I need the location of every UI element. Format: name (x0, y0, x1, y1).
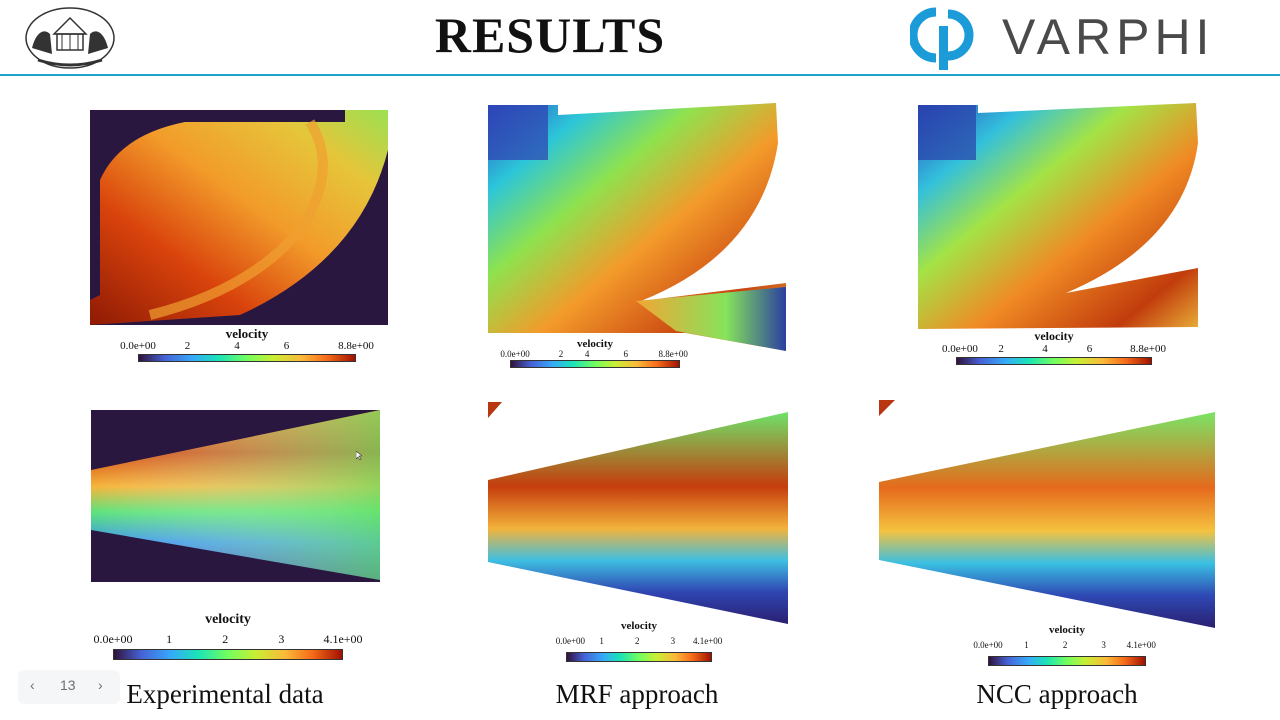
tick-label: 2 (998, 343, 1004, 355)
colorbar-label: velocity (225, 326, 269, 341)
tick-label: 8.8e+00 (1130, 343, 1166, 355)
caption-mrf: MRF approach (555, 679, 719, 709)
tick-label: 2 (634, 636, 640, 646)
next-slide-icon[interactable]: › (98, 677, 103, 693)
tick-label: 1 (599, 636, 604, 646)
header-divider (0, 74, 1280, 76)
ncc-elbow-velocity-plot (918, 103, 1198, 329)
tick-label: 3 (1101, 640, 1106, 650)
tick-label: 0.0e+00 (973, 640, 1003, 650)
colorbar-label: velocity (1048, 624, 1086, 636)
tick-label: 4 (1042, 343, 1048, 355)
colorbar-bottom-mrf: velocity 0.0e+00 1 2 3 4.1e+00 (556, 620, 722, 664)
tick-label: 2 (222, 632, 229, 646)
tick-label: 4.1e+00 (323, 632, 363, 646)
mouse-cursor-icon (356, 451, 362, 460)
tick-label: 2 (184, 340, 191, 352)
ncc-diffuser-velocity-plot (879, 400, 1215, 628)
tick-label: 2 (1062, 640, 1068, 650)
tick-label: 0.0e+00 (555, 636, 586, 646)
brand-logo: VARPHI (910, 4, 1270, 72)
tick-label: 2 (558, 349, 564, 359)
prev-slide-icon[interactable]: ‹ (30, 677, 35, 693)
colorbar-bottom-experimental: velocity 0.0e+00 1 2 3 4.1e+00 (93, 612, 363, 662)
experimental-elbow-velocity-plot (90, 110, 388, 325)
experimental-diffuser-velocity-plot (91, 410, 380, 582)
colorbar-gradient (988, 656, 1146, 666)
tick-label: 0.0e+00 (941, 343, 978, 355)
colorbar-gradient (113, 649, 343, 660)
university-emblem-icon (25, 7, 115, 69)
tick-label: 1 (166, 632, 173, 646)
tick-label: 1 (1024, 640, 1029, 650)
colorbar-label: velocity (576, 338, 614, 350)
colorbar-label: velocity (205, 612, 251, 627)
colorbar-top-ncc: velocity 0.0e+00 2 4 6 8.8e+00 (942, 329, 1166, 367)
tick-label: 4.1e+00 (1126, 640, 1156, 650)
tick-label: 4 (584, 349, 590, 359)
caption-experimental: Experimental data (126, 679, 324, 709)
colorbar-bottom-ncc: velocity 0.0e+00 1 2 3 4.1e+00 (973, 624, 1156, 668)
page-number: 13 (60, 677, 76, 693)
tick-label: 3 (670, 636, 676, 646)
colorbar-top-experimental: velocity 0.0e+00 2 4 6 8.8e+00 (120, 326, 374, 366)
tick-label: 3 (278, 632, 285, 646)
tick-label: 8.8e+00 (658, 349, 688, 359)
tick-label: 4 (234, 340, 240, 352)
colorbar-label: velocity (620, 620, 658, 632)
colorbar-gradient (566, 652, 712, 662)
mrf-diffuser-velocity-plot (488, 402, 788, 624)
varphi-logo-icon (910, 7, 974, 70)
tick-label: 6 (1086, 343, 1093, 355)
colorbar-label: velocity (1034, 329, 1074, 343)
tick-label: 0.0e+00 (120, 340, 156, 352)
colorbar-gradient (138, 354, 356, 362)
slide-navigator: ‹ 13 › (18, 670, 120, 704)
caption-ncc: NCC approach (976, 679, 1138, 709)
tick-label: 4.1e+00 (692, 636, 723, 646)
tick-label: 6 (283, 340, 290, 352)
colorbar-gradient (510, 360, 680, 368)
colorbar-top-mrf: velocity 0.0e+00 2 4 6 8.8e+00 (500, 338, 688, 372)
colorbar-gradient (956, 357, 1152, 365)
brand-name: VARPHI (1002, 9, 1215, 65)
tick-label: 8.8e+00 (338, 340, 374, 352)
tick-label: 6 (623, 349, 629, 359)
slide-header: RESULTS VARPHI (0, 0, 1280, 74)
page-title: RESULTS (434, 7, 666, 63)
mrf-elbow-velocity-plot (488, 103, 786, 351)
tick-label: 0.0e+00 (93, 632, 133, 646)
tick-label: 0.0e+00 (500, 349, 530, 359)
